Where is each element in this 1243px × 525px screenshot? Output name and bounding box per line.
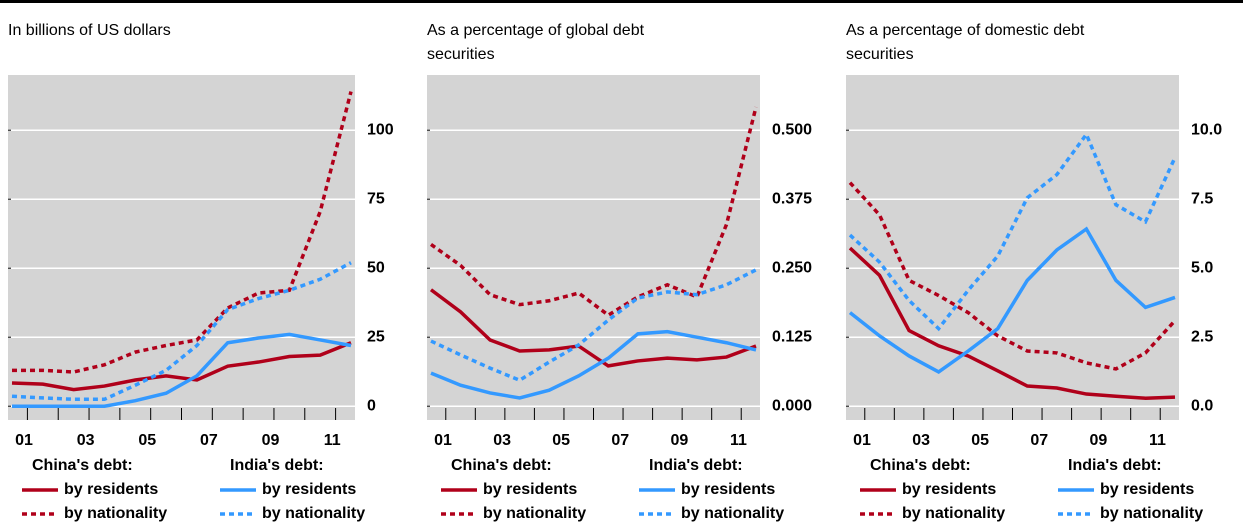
- y-tick-label: 0.0: [1191, 397, 1213, 414]
- x-tick-label: 09: [262, 432, 280, 449]
- legend-label: by nationality: [1100, 505, 1203, 522]
- series-line: [848, 130, 1177, 332]
- x-tick-label: 11: [730, 432, 747, 449]
- x-tick-label: 11: [324, 432, 341, 449]
- legend-label: by residents: [902, 481, 996, 498]
- y-tick-label: 7.5: [1191, 190, 1213, 207]
- x-tick-label: 03: [77, 432, 95, 449]
- y-tick-label: 50: [367, 259, 385, 276]
- x-tick-label: 11: [1149, 432, 1166, 449]
- legend-label: by residents: [1100, 481, 1194, 498]
- x-tick-label: 09: [670, 432, 688, 449]
- x-tick-label: 07: [1030, 432, 1048, 449]
- y-tick-label: 75: [367, 190, 385, 207]
- y-tick-label: 0.500: [772, 121, 812, 138]
- legend-title: China's debt:: [870, 457, 971, 474]
- x-tick-label: 01: [434, 432, 452, 449]
- x-tick-label: 03: [493, 432, 511, 449]
- series-line: [848, 181, 1177, 371]
- panel-title: As a percentage of global debt securities: [427, 22, 645, 63]
- x-tick-label: 01: [15, 432, 33, 449]
- legend-label: by nationality: [262, 505, 365, 522]
- series-line: [12, 91, 353, 374]
- y-tick-label: 0.125: [772, 328, 812, 345]
- legend-title: China's debt:: [451, 457, 552, 474]
- series-line: [430, 329, 757, 400]
- series-line: [429, 106, 758, 318]
- y-tick-label: 0.250: [772, 259, 812, 276]
- legend-title: India's debt:: [230, 457, 324, 474]
- y-tick-label: 0.000: [772, 397, 812, 414]
- legend-label: by nationality: [681, 505, 784, 522]
- y-tick-label: 0.375: [772, 190, 812, 207]
- x-tick-label: 05: [138, 432, 156, 449]
- legend-label: by residents: [262, 481, 356, 498]
- legend-label: by residents: [483, 481, 577, 498]
- series-line: [12, 332, 352, 408]
- panel-title: In billions of US dollars: [8, 22, 171, 39]
- legend-title: India's debt:: [1068, 457, 1162, 474]
- series-line: [848, 226, 1176, 375]
- y-tick-label: 25: [367, 328, 385, 345]
- y-tick-label: 2.5: [1191, 328, 1213, 345]
- legend-title: India's debt:: [649, 457, 743, 474]
- x-tick-label: 07: [611, 432, 629, 449]
- y-tick-label: 10.0: [1191, 121, 1222, 138]
- x-tick-label: 05: [971, 432, 989, 449]
- legend-label: by nationality: [902, 505, 1005, 522]
- plot-area: [8, 75, 355, 420]
- legend-label: by residents: [64, 481, 158, 498]
- x-tick-label: 05: [552, 432, 570, 449]
- plot-area: [846, 75, 1179, 420]
- series-line: [429, 288, 757, 368]
- top-rule: [0, 0, 1243, 3]
- x-tick-label: 07: [200, 432, 218, 449]
- legend-label: by nationality: [64, 505, 167, 522]
- series-line: [11, 341, 352, 392]
- y-tick-label: 100: [367, 121, 394, 138]
- series-line: [430, 268, 757, 383]
- legend-label: by residents: [681, 481, 775, 498]
- legend-label: by nationality: [483, 505, 586, 522]
- plot-area: [427, 75, 760, 420]
- series-line: [848, 246, 1176, 400]
- y-tick-label: 5.0: [1191, 259, 1213, 276]
- series-line: [11, 261, 352, 402]
- legend-title: China's debt:: [32, 457, 133, 474]
- x-tick-label: 01: [853, 432, 871, 449]
- panel-title: As a percentage of domestic debt securiti…: [846, 22, 1085, 63]
- x-tick-label: 09: [1089, 432, 1107, 449]
- y-tick-label: 0: [367, 397, 376, 414]
- x-tick-label: 03: [912, 432, 930, 449]
